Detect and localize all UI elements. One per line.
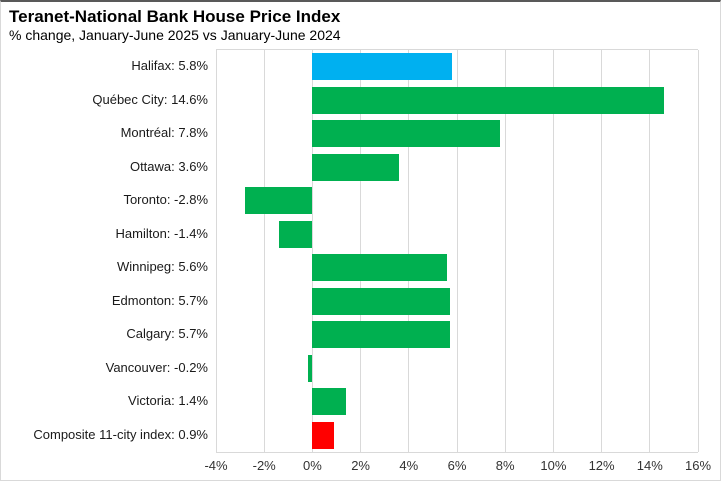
category-label-vancouver: Vancouver: -0.2% (105, 359, 208, 375)
plot-area (215, 49, 699, 453)
category-label-hamilton: Hamilton: -1.4% (115, 225, 208, 241)
category-label-composite-11-city-index: Composite 11-city index: 0.9% (33, 426, 208, 442)
gridline-2 (360, 50, 362, 452)
category-label-montreal: Montréal: 7.8% (120, 125, 208, 140)
x-tick-label-12: 12% (588, 458, 615, 473)
category-label-edmonton: Edmonton: 5.7% (111, 292, 208, 308)
bar-victoria (312, 388, 347, 416)
bar-hamilton (278, 220, 313, 248)
chart-title: Teranet-National Bank House Price Index (9, 7, 341, 26)
bar-winnipeg (312, 254, 448, 282)
x-tick-label-6: 6% (447, 458, 467, 473)
x-tick-label-8: 8% (495, 458, 515, 473)
gridline-16 (697, 50, 699, 452)
x-tick-label-16: 16% (684, 458, 712, 473)
bar-montreal (312, 120, 501, 148)
x-tick-label--4: -4% (204, 458, 228, 473)
gridline-8 (504, 50, 506, 452)
x-tick-label-10: 10% (540, 458, 567, 473)
bar-ottawa (312, 153, 400, 181)
bar-toronto (244, 187, 313, 215)
category-label-quebec-city: Québec City: 14.6% (92, 91, 208, 107)
category-label-winnipeg: Winnipeg: 5.6% (116, 259, 208, 274)
bar-composite-11-city-index (312, 421, 335, 449)
gridline--4 (215, 50, 217, 452)
chart-subtitle: % change, January-June 2025 vs January-J… (9, 27, 341, 43)
gridline-0 (311, 50, 313, 452)
gridline-6 (456, 50, 458, 452)
x-tick-label--2: -2% (252, 458, 276, 473)
bar-quebec-city (312, 86, 665, 114)
category-label-halifax: Halifax: 5.8% (131, 58, 208, 73)
gridline--2 (263, 50, 265, 452)
gridline-12 (601, 50, 603, 452)
x-tick-label-14: 14% (636, 458, 663, 473)
bar-vancouver (307, 354, 313, 382)
bar-halifax (312, 53, 453, 81)
category-label-toronto: Toronto: -2.8% (123, 192, 208, 207)
bar-edmonton (312, 287, 450, 315)
category-label-calgary: Calgary: 5.7% (126, 326, 208, 341)
x-tick-label-2: 2% (351, 458, 370, 473)
x-tick-label-0: 0% (302, 458, 322, 473)
gridline-10 (552, 50, 554, 452)
gridline-4 (408, 50, 410, 452)
category-label-victoria: Victoria: 1.4% (128, 393, 208, 408)
x-tick-label-4: 4% (399, 458, 419, 473)
bar-calgary (312, 321, 450, 349)
gridline-14 (649, 50, 651, 452)
category-label-ottawa: Ottawa: 3.6% (129, 158, 208, 174)
